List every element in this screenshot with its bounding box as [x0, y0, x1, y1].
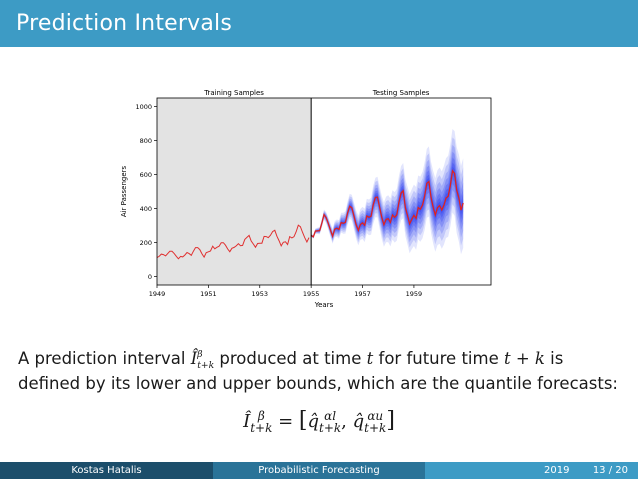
axis-ticks: 1949 1951 1953 1955 1957 1959 0 200 400 600 800 100…	[135, 103, 422, 298]
formula-equals: =	[272, 411, 299, 432]
text-segment: is	[544, 349, 564, 368]
y-axis-label: Air Passengers	[120, 165, 128, 217]
formula-beta: β	[257, 409, 265, 423]
symbol-sub-tk: t+k	[197, 359, 215, 371]
chart-title-testing: Testing Samples	[372, 89, 430, 97]
prediction-band	[311, 157, 464, 239]
symbol-t: t	[366, 349, 374, 368]
definition-line-2: defined by its lower and upper bounds, w…	[18, 374, 618, 393]
text-segment: for future time	[373, 349, 504, 368]
formula-comma: ,	[341, 411, 353, 432]
forecast-chart: 1949 1951 1953 1955 1957 1959 0 200 400 600 800 100…	[108, 86, 500, 318]
formula-alpha-u: αu	[367, 409, 384, 423]
slide-header: Prediction Intervals	[0, 0, 638, 47]
formula-sub: t+k	[319, 421, 342, 435]
y-tick-label: 200	[140, 239, 152, 247]
x-axis-label: Years	[314, 301, 334, 309]
footer-meta: 2019 13 / 20	[425, 462, 638, 479]
prediction-band	[311, 151, 464, 240]
symbol-I: Î	[190, 349, 198, 368]
text-segment: A prediction interval	[18, 349, 191, 368]
formula-q-lower: q̂	[307, 411, 320, 432]
y-tick-label: 0	[148, 273, 152, 281]
formula-alpha-l: αl	[324, 409, 337, 423]
symbol-beta: β	[197, 348, 203, 360]
prediction-bands	[311, 129, 464, 255]
footer-year: 2019	[544, 465, 570, 476]
y-tick-label: 600	[140, 171, 152, 179]
plot-frame	[156, 97, 492, 286]
chart-title-training: Training Samples	[203, 89, 264, 97]
prediction-band	[311, 137, 464, 248]
footer-page-number: 13 / 20	[592, 465, 628, 476]
formula-right-bracket: ]	[386, 408, 395, 433]
training-series-line	[156, 224, 310, 260]
footer-author: Kostas Hatalis	[0, 462, 213, 479]
testing-series-line	[310, 169, 464, 239]
slide-title: Prediction Intervals	[16, 11, 232, 36]
x-tick-label: 1955	[303, 290, 320, 298]
prediction-band	[311, 162, 464, 238]
x-tick-label: 1951	[200, 290, 217, 298]
prediction-band	[311, 129, 464, 255]
footer-topic: Probabilistic Forecasting	[213, 462, 425, 479]
formula-q-upper: q̂	[352, 411, 365, 432]
formula-sub: t+k	[364, 421, 387, 435]
formula-sub: t+k	[250, 421, 273, 435]
x-tick-label: 1949	[149, 290, 166, 298]
formula-I: Î	[243, 411, 251, 432]
x-tick-label: 1957	[354, 290, 371, 298]
y-tick-label: 1000	[135, 103, 152, 111]
text-segment: produced at time	[214, 349, 367, 368]
chart-svg: 1949 1951 1953 1955 1957 1959 0 200 400 600 800 100…	[120, 89, 492, 309]
formula-left-bracket: [	[298, 408, 308, 433]
slide-footer: Kostas Hatalis Probabilistic Forecasting…	[0, 462, 638, 479]
prediction-band	[311, 144, 464, 243]
x-tick-label: 1959	[406, 290, 423, 298]
y-tick-label: 800	[140, 137, 152, 145]
y-tick-label: 400	[140, 205, 152, 213]
symbol-t-plus-k: t + k	[503, 349, 545, 368]
x-tick-label: 1953	[251, 290, 268, 298]
training-region-shade	[157, 98, 312, 285]
